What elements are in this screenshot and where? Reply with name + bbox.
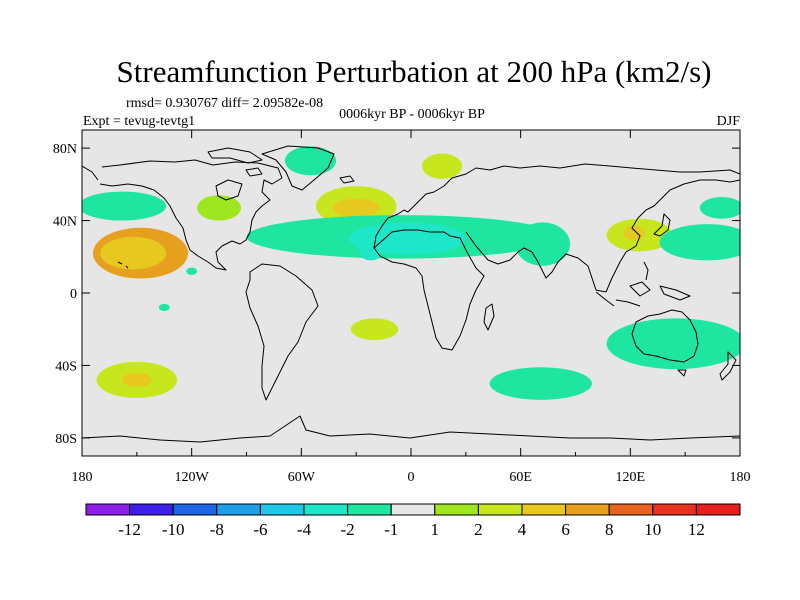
colorbar-label-0: -12 [118,520,141,539]
period-label: 0006kyr BP - 0006kyr BP [339,107,485,122]
colorbar-box-9 [477,503,523,516]
colorbar-box-4 [259,503,305,516]
anomaly-3 [122,372,152,388]
colorbar-box-7 [390,503,436,516]
anomaly-17 [489,367,592,400]
colorbar-box-10 [521,503,567,516]
anomaly-15 [515,222,571,266]
anomaly-8 [284,146,337,176]
anomaly-16 [350,318,399,341]
coast-japan [653,213,671,237]
colorbar: -12 -10 -8 -6 -4 -2 -1 1 2 4 6 8 10 12 [85,503,741,539]
colorbar-box-11 [565,503,610,516]
anomaly-21 [699,197,740,219]
y-tick-label-4: 80S [55,432,77,447]
coast-africa [373,229,485,351]
colorbar-label-2: -8 [210,520,224,539]
colorbar-label-10: 6 [561,520,570,539]
colorbar-box-1 [129,503,174,516]
colorbar-labels: -12 -10 -8 -6 -4 -2 -1 1 2 4 6 8 10 12 [118,520,705,539]
coast-north-america [99,159,283,271]
anomaly-13 [348,222,466,255]
x-tick-label-4: 60E [509,470,532,485]
coast-new-zealand [719,351,737,381]
colorbar-label-1: -10 [162,520,185,539]
coast-australia [631,309,699,363]
anomaly-1 [100,236,167,270]
coast-south-america [245,263,319,401]
coast-antarctica [82,415,740,443]
coast-hudson-bay [215,179,243,201]
y-tick-label-0: 80N [53,142,77,157]
coast-arabia-india [465,231,607,293]
colorbar-box-2 [172,503,218,516]
coast-indonesia [595,281,691,307]
colorbar-box-3 [216,503,261,516]
coast-philippines [643,261,649,281]
x-tick-label-1: 120W [175,470,210,485]
anomaly-4 [82,191,167,221]
coast-greenland [261,145,335,191]
map-panel: 180 120W 60W 0 60E 120E 180 80N 40N 0 40S 80S [53,129,751,485]
y-tick-label-1: 40N [53,215,77,230]
y-tick-label-2: 0 [70,287,77,302]
anomaly-7 [158,303,170,312]
colorbar-label-6: -1 [384,520,398,539]
colorbar-label-7: 1 [431,520,440,539]
colorbar-boxes [85,503,741,516]
colorbar-label-5: -2 [341,520,355,539]
coastlines [82,145,740,443]
anomaly-22 [606,318,740,370]
anomaly-field [82,146,740,400]
colorbar-box-5 [303,503,349,516]
anomaly-6 [186,267,198,275]
colorbar-label-9: 4 [518,520,527,539]
colorbar-label-11: 8 [605,520,614,539]
colorbar-label-4: -4 [297,520,312,539]
anomaly-14 [359,245,382,261]
y-tick-label-3: 40S [55,359,77,374]
x-tick-label-5: 120E [616,470,646,485]
colorbar-box-8 [434,503,479,516]
coast-east-asia [605,179,740,293]
coast-alaska-islands [82,165,99,181]
stats-label: rmsd= 0.930767 diff= 2.09582e-08 [126,96,323,111]
coast-eurasia [373,163,740,249]
coast-tasmania [677,369,687,377]
map-axes: 180 120W 60W 0 60E 120E 180 80N 40N 0 40S 80S [53,130,751,485]
colorbar-label-3: -6 [253,520,267,539]
colorbar-box-6 [347,503,392,516]
map-background [82,130,740,456]
season-label: DJF [717,114,741,129]
x-tick-label-6: 180 [730,470,751,485]
colorbar-box-13 [652,503,697,516]
colorbar-label-12: 10 [644,520,661,539]
map-title: Streamfunction Perturbation at 200 hPa (… [117,54,712,89]
anomaly-5 [197,195,242,221]
anomaly-11 [421,153,463,179]
colorbar-label-8: 2 [474,520,483,539]
anomaly-20 [659,224,740,261]
anomaly-10 [332,198,380,217]
colorbar-box-14 [695,503,741,516]
coast-hawaii [117,261,129,269]
x-tick-label-0: 180 [72,470,93,485]
colorbar-label-13: 12 [688,520,705,539]
x-tick-label-3: 0 [408,470,415,485]
coast-arctic-islands [207,147,263,177]
coast-iceland [339,175,355,184]
coast-madagascar [483,303,495,331]
x-tick-label-2: 60W [288,470,316,485]
colorbar-box-0 [85,503,131,516]
colorbar-box-12 [608,503,654,516]
anomaly-19 [623,225,645,241]
experiment-label: Expt = tevug-tevtg1 [83,114,195,129]
